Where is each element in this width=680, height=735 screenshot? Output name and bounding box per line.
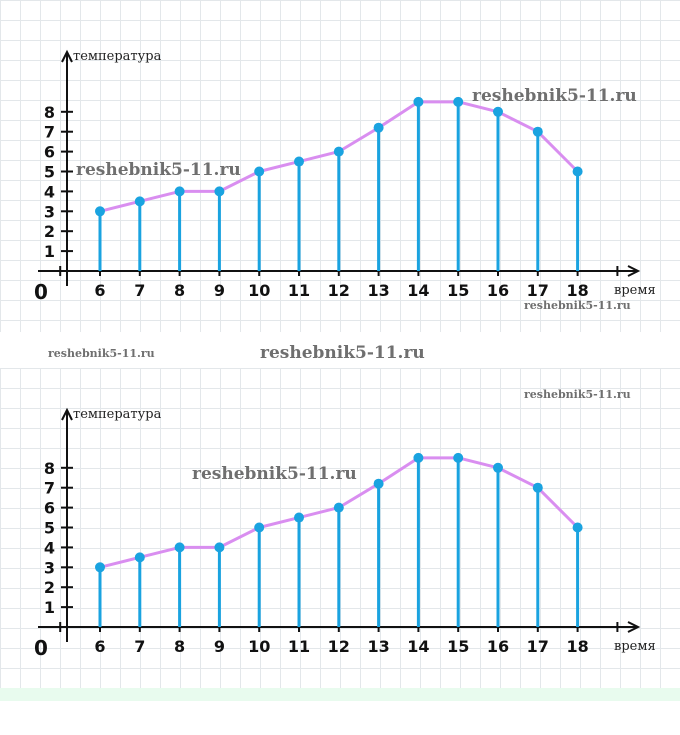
x-tick-label: 16 bbox=[487, 281, 509, 300]
y-tick-label: 5 bbox=[44, 519, 55, 538]
y-tick-label: 1 bbox=[44, 242, 55, 261]
x-axis-arrow bbox=[627, 265, 641, 277]
data-point bbox=[572, 166, 583, 177]
panel-gap: reshebnik5-11.ru reshebnik5-11.ru bbox=[0, 332, 680, 368]
watermark: reshebnik5-11.ru bbox=[524, 388, 631, 401]
data-point bbox=[214, 542, 225, 553]
data-point bbox=[254, 522, 265, 533]
y-axis-label: температура bbox=[73, 407, 162, 422]
watermark: reshebnik5-11.ru bbox=[192, 464, 357, 484]
data-point bbox=[174, 186, 185, 197]
origin-label: 0 bbox=[34, 636, 48, 660]
x-tick-label: 11 bbox=[288, 281, 310, 300]
data-point bbox=[134, 552, 145, 563]
x-tick-label: 8 bbox=[174, 637, 185, 656]
x-tick-label: 12 bbox=[328, 281, 350, 300]
x-axis-label: время bbox=[614, 283, 656, 298]
y-tick-label: 5 bbox=[44, 163, 55, 182]
y-tick-label: 4 bbox=[44, 182, 55, 201]
x-tick-label: 15 bbox=[447, 637, 469, 656]
y-axis-arrow bbox=[61, 49, 73, 63]
data-point bbox=[95, 562, 105, 573]
data-point bbox=[413, 96, 424, 107]
y-tick-label: 4 bbox=[44, 538, 55, 557]
y-axis-arrow bbox=[61, 407, 73, 421]
data-point bbox=[413, 452, 424, 463]
data-point bbox=[453, 452, 464, 463]
y-tick-label: 8 bbox=[44, 103, 55, 122]
data-point bbox=[373, 478, 384, 489]
data-point bbox=[493, 106, 503, 117]
data-point bbox=[294, 512, 304, 523]
x-tick-label: 7 bbox=[134, 637, 145, 656]
data-point bbox=[572, 522, 583, 533]
x-tick-label: 18 bbox=[566, 281, 588, 300]
y-tick-label: 3 bbox=[44, 202, 55, 221]
x-tick-label: 15 bbox=[447, 281, 469, 300]
y-tick-label: 3 bbox=[44, 558, 55, 577]
watermark: reshebnik5-11.ru bbox=[524, 299, 631, 312]
bottom-chart-panel: температура время 0 6 7 8 9 10 11 12 13 14 15 16 17 18 1… bbox=[0, 368, 680, 688]
x-tick-label: 11 bbox=[288, 637, 310, 656]
y-axis-label: температура bbox=[73, 49, 162, 64]
data-point bbox=[95, 206, 105, 217]
y-tick-label: 6 bbox=[44, 143, 55, 162]
data-point bbox=[333, 146, 344, 157]
y-tick-label: 7 bbox=[44, 123, 55, 142]
watermark: reshebnik5-11.ru bbox=[472, 86, 637, 106]
x-tick-label: 10 bbox=[248, 281, 270, 300]
x-axis-arrow bbox=[627, 621, 641, 633]
y-tick-label: 6 bbox=[44, 499, 55, 518]
y-tick-label: 8 bbox=[44, 459, 55, 478]
data-point bbox=[532, 482, 543, 493]
top-chart-panel: температура время 0 6 7 8 9 10 11 12 13 14 15 16 17 18 1… bbox=[0, 0, 680, 332]
x-tick-label: 17 bbox=[527, 637, 549, 656]
y-tick-label: 1 bbox=[44, 598, 55, 617]
x-tick-label: 17 bbox=[527, 281, 549, 300]
x-tick-label: 12 bbox=[328, 637, 350, 656]
watermark: reshebnik5-11.ru bbox=[76, 160, 241, 180]
x-axis-label: время bbox=[614, 639, 656, 654]
x-tick-label: 14 bbox=[407, 281, 429, 300]
origin-label: 0 bbox=[34, 280, 48, 304]
x-tick-label: 16 bbox=[487, 637, 509, 656]
data-point bbox=[453, 96, 464, 107]
watermark: reshebnik5-11.ru bbox=[260, 343, 425, 363]
x-tick-label: 13 bbox=[367, 281, 389, 300]
data-point bbox=[214, 186, 225, 197]
x-tick-label: 8 bbox=[174, 281, 185, 300]
data-point bbox=[254, 166, 265, 177]
y-tick-label: 7 bbox=[44, 479, 55, 498]
watermark: reshebnik5-11.ru bbox=[48, 347, 155, 360]
data-point bbox=[174, 542, 185, 553]
footer-strip bbox=[0, 688, 680, 701]
data-point bbox=[294, 156, 304, 167]
x-tick-label: 18 bbox=[566, 637, 588, 656]
data-point bbox=[493, 462, 503, 473]
x-tick-label: 9 bbox=[214, 637, 225, 656]
x-tick-label: 9 bbox=[214, 281, 225, 300]
x-tick-label: 10 bbox=[248, 637, 270, 656]
x-tick-label: 7 bbox=[134, 281, 145, 300]
data-point bbox=[333, 502, 344, 513]
data-point bbox=[373, 122, 384, 133]
x-tick-label: 14 bbox=[407, 637, 429, 656]
x-tick-label: 13 bbox=[367, 637, 389, 656]
data-point bbox=[134, 196, 145, 207]
data-point bbox=[532, 126, 543, 137]
y-tick-label: 2 bbox=[44, 222, 55, 241]
x-tick-label: 6 bbox=[94, 637, 105, 656]
x-tick-label: 6 bbox=[94, 281, 105, 300]
y-tick-label: 2 bbox=[44, 578, 55, 597]
